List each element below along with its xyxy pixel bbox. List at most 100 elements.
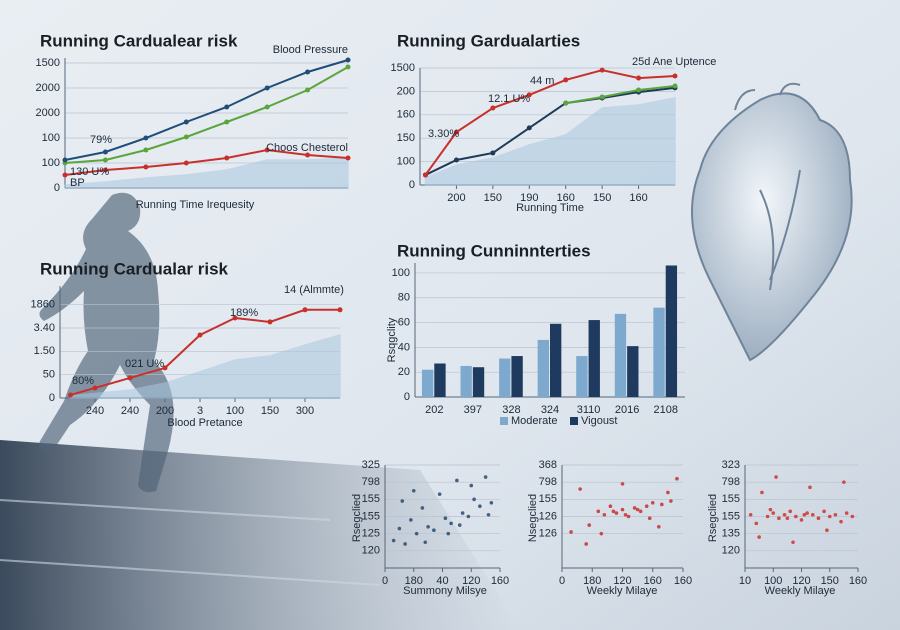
point bbox=[183, 160, 189, 166]
y-tick-label: 100 bbox=[42, 157, 60, 169]
point bbox=[850, 514, 855, 519]
point bbox=[305, 87, 311, 93]
y-tick-label: 0 bbox=[54, 182, 60, 194]
point bbox=[666, 490, 670, 495]
point bbox=[816, 516, 821, 521]
point bbox=[771, 511, 776, 515]
point bbox=[774, 475, 778, 479]
x-tick-label: 150 bbox=[821, 575, 839, 587]
annotation: 44 m bbox=[530, 75, 554, 87]
x-tick-label: 160 bbox=[629, 192, 647, 204]
point bbox=[400, 499, 405, 503]
x-axis-label: Weekly Milaye bbox=[587, 585, 658, 597]
x-tick-label: 2016 bbox=[615, 404, 639, 416]
annotation: BP bbox=[70, 177, 85, 189]
point bbox=[264, 104, 270, 110]
y-axis-label: Rsegclied bbox=[707, 494, 719, 542]
y-tick-label: 126 bbox=[539, 510, 557, 522]
x-tick-label: 120 bbox=[613, 575, 631, 587]
point bbox=[197, 332, 203, 338]
point bbox=[143, 147, 149, 153]
point bbox=[305, 69, 311, 75]
point bbox=[232, 315, 238, 321]
point bbox=[68, 392, 73, 398]
point bbox=[636, 87, 642, 93]
x-tick-label: 200 bbox=[447, 192, 465, 204]
area bbox=[424, 97, 676, 186]
point bbox=[62, 172, 68, 178]
point bbox=[584, 542, 588, 546]
point bbox=[264, 85, 270, 91]
annotation: 79% bbox=[90, 134, 112, 146]
x-tick-label: 100 bbox=[764, 575, 782, 587]
point bbox=[460, 511, 465, 515]
bar bbox=[460, 365, 472, 397]
point bbox=[611, 509, 616, 514]
point bbox=[799, 518, 804, 522]
point bbox=[526, 125, 532, 131]
point bbox=[827, 514, 832, 519]
point bbox=[446, 531, 451, 536]
annotation: 021 U% bbox=[125, 358, 164, 370]
point bbox=[620, 482, 625, 486]
track-lane bbox=[0, 499, 381, 586]
point bbox=[791, 540, 795, 545]
point bbox=[420, 506, 425, 510]
point bbox=[443, 516, 448, 521]
x-tick-label: 3110 bbox=[577, 404, 601, 416]
x-tick-label: 150 bbox=[593, 192, 611, 204]
point bbox=[466, 514, 471, 519]
legend-label: Vigoust bbox=[581, 415, 618, 427]
x-tick-label: 160 bbox=[644, 575, 662, 587]
point bbox=[302, 307, 308, 313]
x-tick-label: 160 bbox=[557, 192, 575, 204]
x-tick-label: 2108 bbox=[653, 404, 677, 416]
x-tick-label: 160 bbox=[674, 575, 692, 587]
point bbox=[483, 475, 488, 479]
y-tick-label: 3.40 bbox=[34, 322, 55, 334]
y-tick-label: 125 bbox=[362, 528, 380, 540]
annotation: 12.1 U% bbox=[488, 93, 530, 105]
bar bbox=[537, 339, 549, 397]
point bbox=[563, 77, 569, 83]
point bbox=[453, 157, 459, 163]
point bbox=[449, 521, 453, 526]
point bbox=[411, 488, 416, 493]
bar bbox=[588, 320, 600, 397]
point bbox=[305, 152, 311, 158]
y-tick-label: 135 bbox=[722, 528, 740, 540]
point bbox=[337, 307, 343, 313]
line bbox=[565, 85, 676, 105]
x-tick-label: 40 bbox=[436, 575, 448, 587]
y-tick-label: 120 bbox=[362, 545, 380, 557]
x-axis-label: Weekly Milaye bbox=[765, 585, 836, 597]
point bbox=[808, 485, 812, 490]
point bbox=[842, 480, 846, 484]
y-axis-label: Rsegclied bbox=[351, 494, 363, 542]
y-tick-label: 60 bbox=[398, 316, 410, 328]
y-tick-label: 50 bbox=[43, 369, 55, 381]
y-tick-label: 100 bbox=[392, 267, 410, 279]
line bbox=[64, 66, 349, 164]
point bbox=[599, 67, 605, 73]
point bbox=[224, 104, 230, 110]
point bbox=[563, 100, 569, 106]
point bbox=[626, 514, 631, 519]
x-tick-label: 160 bbox=[491, 575, 509, 587]
point bbox=[844, 511, 849, 515]
point bbox=[650, 500, 655, 505]
bar bbox=[627, 346, 639, 397]
y-tick-label: 155 bbox=[362, 493, 380, 505]
y-tick-label: 0 bbox=[409, 179, 415, 191]
y-tick-label: 155 bbox=[362, 510, 380, 522]
point bbox=[409, 518, 413, 522]
point bbox=[760, 490, 764, 495]
x-tick-label: 150 bbox=[261, 405, 279, 417]
point bbox=[632, 506, 637, 510]
point bbox=[672, 83, 678, 89]
point bbox=[453, 129, 459, 135]
y-axis-label: Rsqgclity bbox=[386, 317, 398, 362]
point bbox=[660, 502, 664, 507]
y-tick-label: 155 bbox=[539, 493, 557, 505]
